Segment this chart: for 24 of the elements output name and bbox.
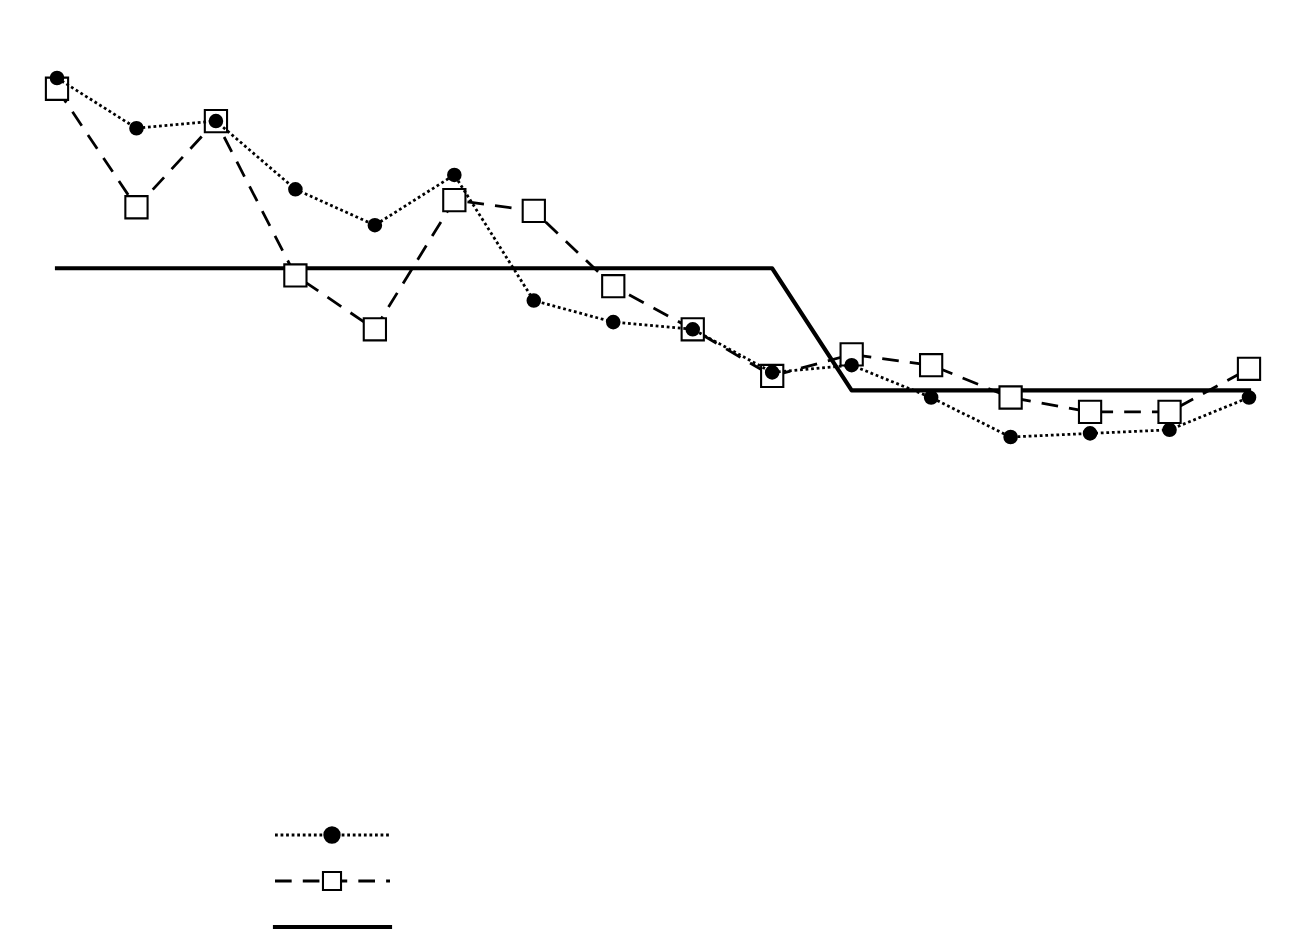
point bbox=[1162, 422, 1177, 438]
point bbox=[124, 195, 149, 220]
point bbox=[1082, 426, 1098, 441]
point bbox=[362, 317, 388, 342]
point bbox=[129, 120, 144, 136]
point bbox=[998, 385, 1023, 410]
point bbox=[442, 187, 467, 213]
point bbox=[283, 263, 308, 288]
point bbox=[526, 293, 542, 308]
point bbox=[1241, 390, 1257, 405]
point bbox=[1077, 399, 1103, 425]
point bbox=[49, 70, 65, 86]
point bbox=[918, 353, 944, 378]
point bbox=[447, 167, 462, 183]
point bbox=[605, 314, 621, 330]
point bbox=[521, 198, 546, 223]
point bbox=[367, 217, 383, 233]
point bbox=[1157, 399, 1182, 425]
point bbox=[1003, 429, 1018, 445]
point bbox=[288, 182, 303, 197]
point bbox=[923, 390, 939, 405]
point bbox=[1236, 356, 1262, 381]
point bbox=[601, 274, 626, 299]
point bbox=[844, 357, 859, 373]
